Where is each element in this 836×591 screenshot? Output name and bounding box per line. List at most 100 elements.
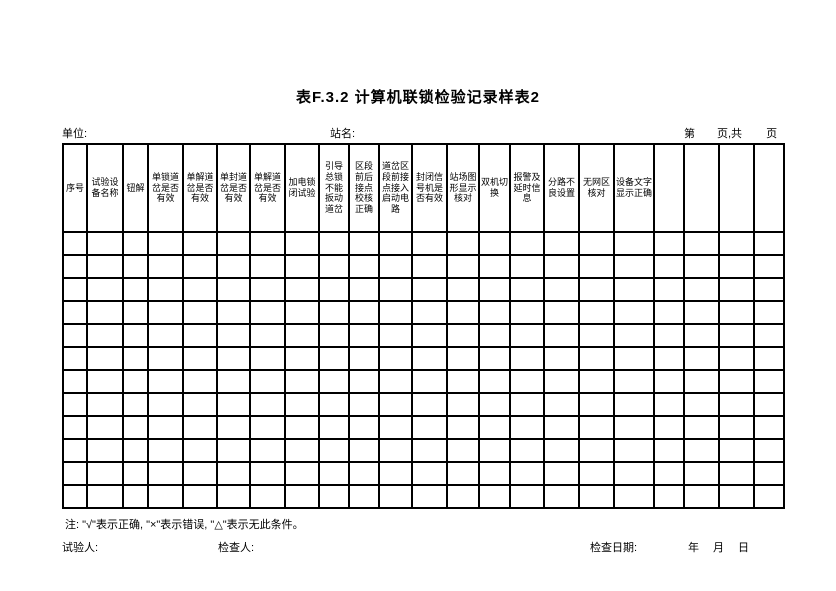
page-title: 表F.3.2 计算机联锁检验记录样表2 [295,89,541,106]
table-cell [62,323,88,348]
table-cell [284,277,320,302]
header-row: 序号 试验设备名称 钮解 单锁道岔是否有效 单解道岔是否有效 单封道岔是否有效 单解道岔是否… [62,143,785,233]
page-info-part2: 页,共 [717,128,743,140]
table-cell [653,392,685,417]
table-cell [249,415,286,440]
table-cell [284,392,320,417]
table-cell [446,415,480,440]
table-cell [378,346,413,371]
table-cell [753,369,785,394]
table-cell [718,392,755,417]
table-cell [216,323,251,348]
table-row [62,438,785,463]
table-cell [613,369,655,394]
table-cell [86,346,124,371]
table-cell [249,461,286,486]
table-cell [753,484,785,509]
table-cell [147,484,184,509]
table-cell [543,484,580,509]
table-cell [478,484,511,509]
column-header-1: 序号 [62,143,88,233]
table-cell [182,231,218,256]
table-cell [543,461,580,486]
table-cell [613,461,655,486]
table-row [62,254,785,279]
table-cell [348,277,380,302]
table-cell [122,346,149,371]
table-cell [318,484,350,509]
table-cell [348,323,380,348]
table-cell [718,415,755,440]
table-cell [683,438,720,463]
table-cell [378,484,413,509]
table-cell [578,231,615,256]
table-cell [122,231,149,256]
column-header-20 [683,143,720,233]
table-cell [348,369,380,394]
record-table: 序号 试验设备名称 钮解 单锁道岔是否有效 单解道岔是否有效 单封道岔是否有效 单解道岔是否… [62,143,785,509]
table-cell [249,438,286,463]
record-table-wrapper: 序号 试验设备名称 钮解 单锁道岔是否有效 单解道岔是否有效 单封道岔是否有效 单解道岔是否… [62,143,785,509]
table-cell [147,438,184,463]
table-cell [284,300,320,325]
table-cell [284,323,320,348]
column-header-18: 设备文字显示正确 [613,143,655,233]
table-cell [718,369,755,394]
table-cell [378,415,413,440]
table-row [62,300,785,325]
table-cell [683,346,720,371]
table-cell [509,323,545,348]
table-cell [249,484,286,509]
table-cell [122,415,149,440]
table-cell [578,277,615,302]
inspector-label: 检查人: [218,542,255,554]
table-cell [653,277,685,302]
table-cell [318,392,350,417]
table-cell [348,254,380,279]
table-cell [509,392,545,417]
table-cell [318,323,350,348]
column-header-2: 试验设备名称 [86,143,124,233]
page-info: 第 页,共 页 [684,125,777,141]
table-cell [578,369,615,394]
column-header-3: 钮解 [122,143,149,233]
table-cell [147,392,184,417]
table-cell [284,231,320,256]
year-label: 年 [688,542,699,554]
table-cell [753,438,785,463]
column-header-17: 无网区核对 [578,143,615,233]
table-cell [318,369,350,394]
table-cell [318,277,350,302]
table-cell [318,415,350,440]
table-cell [62,392,88,417]
table-cell [62,438,88,463]
table-cell [753,277,785,302]
table-cell [378,231,413,256]
table-cell [718,300,755,325]
table-cell [718,254,755,279]
table-cell [348,346,380,371]
table-cell [216,392,251,417]
table-cell [478,438,511,463]
legend-note: 注: "√"表示正确, "×"表示错误, "△"表示无此条件。 [65,519,304,531]
table-cell [86,369,124,394]
table-cell [348,415,380,440]
table-cell [613,277,655,302]
table-cell [249,369,286,394]
table-cell [216,231,251,256]
month-label: 月 [713,542,724,554]
table-cell [653,484,685,509]
table-row [62,484,785,509]
table-cell [446,369,480,394]
table-cell [478,346,511,371]
table-cell [653,461,685,486]
table-cell [411,392,448,417]
table-cell [122,323,149,348]
table-cell [446,277,480,302]
table-row [62,323,785,348]
table-cell [478,369,511,394]
table-cell [509,254,545,279]
table-cell [411,300,448,325]
table-cell [378,369,413,394]
column-header-21 [718,143,755,233]
